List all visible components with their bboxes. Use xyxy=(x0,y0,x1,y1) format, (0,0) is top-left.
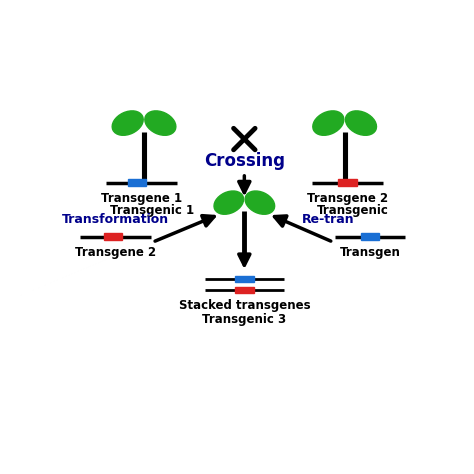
Text: Transgene 2: Transgene 2 xyxy=(75,246,156,259)
Text: Transformation: Transformation xyxy=(62,213,169,226)
Bar xyxy=(104,233,122,240)
Ellipse shape xyxy=(214,191,244,214)
Ellipse shape xyxy=(145,111,176,135)
Text: Crossing: Crossing xyxy=(204,152,285,170)
Ellipse shape xyxy=(245,191,274,214)
Bar xyxy=(128,179,146,186)
Text: Re-tran: Re-tran xyxy=(302,213,355,226)
Bar xyxy=(361,233,379,240)
Ellipse shape xyxy=(112,111,143,135)
Ellipse shape xyxy=(346,111,376,135)
Bar xyxy=(235,287,254,293)
Bar xyxy=(235,276,254,282)
Text: Transgene 2: Transgene 2 xyxy=(307,192,388,205)
Text: Transgenic 3: Transgenic 3 xyxy=(202,313,286,327)
Text: Stacked transgenes: Stacked transgenes xyxy=(179,299,310,312)
Text: Transgen: Transgen xyxy=(340,246,401,259)
Ellipse shape xyxy=(313,111,344,135)
Text: Transgene 1: Transgene 1 xyxy=(100,192,182,205)
Text: Transgenic: Transgenic xyxy=(316,204,388,217)
Text: Transgenic 1: Transgenic 1 xyxy=(110,204,194,217)
Bar xyxy=(338,179,356,186)
